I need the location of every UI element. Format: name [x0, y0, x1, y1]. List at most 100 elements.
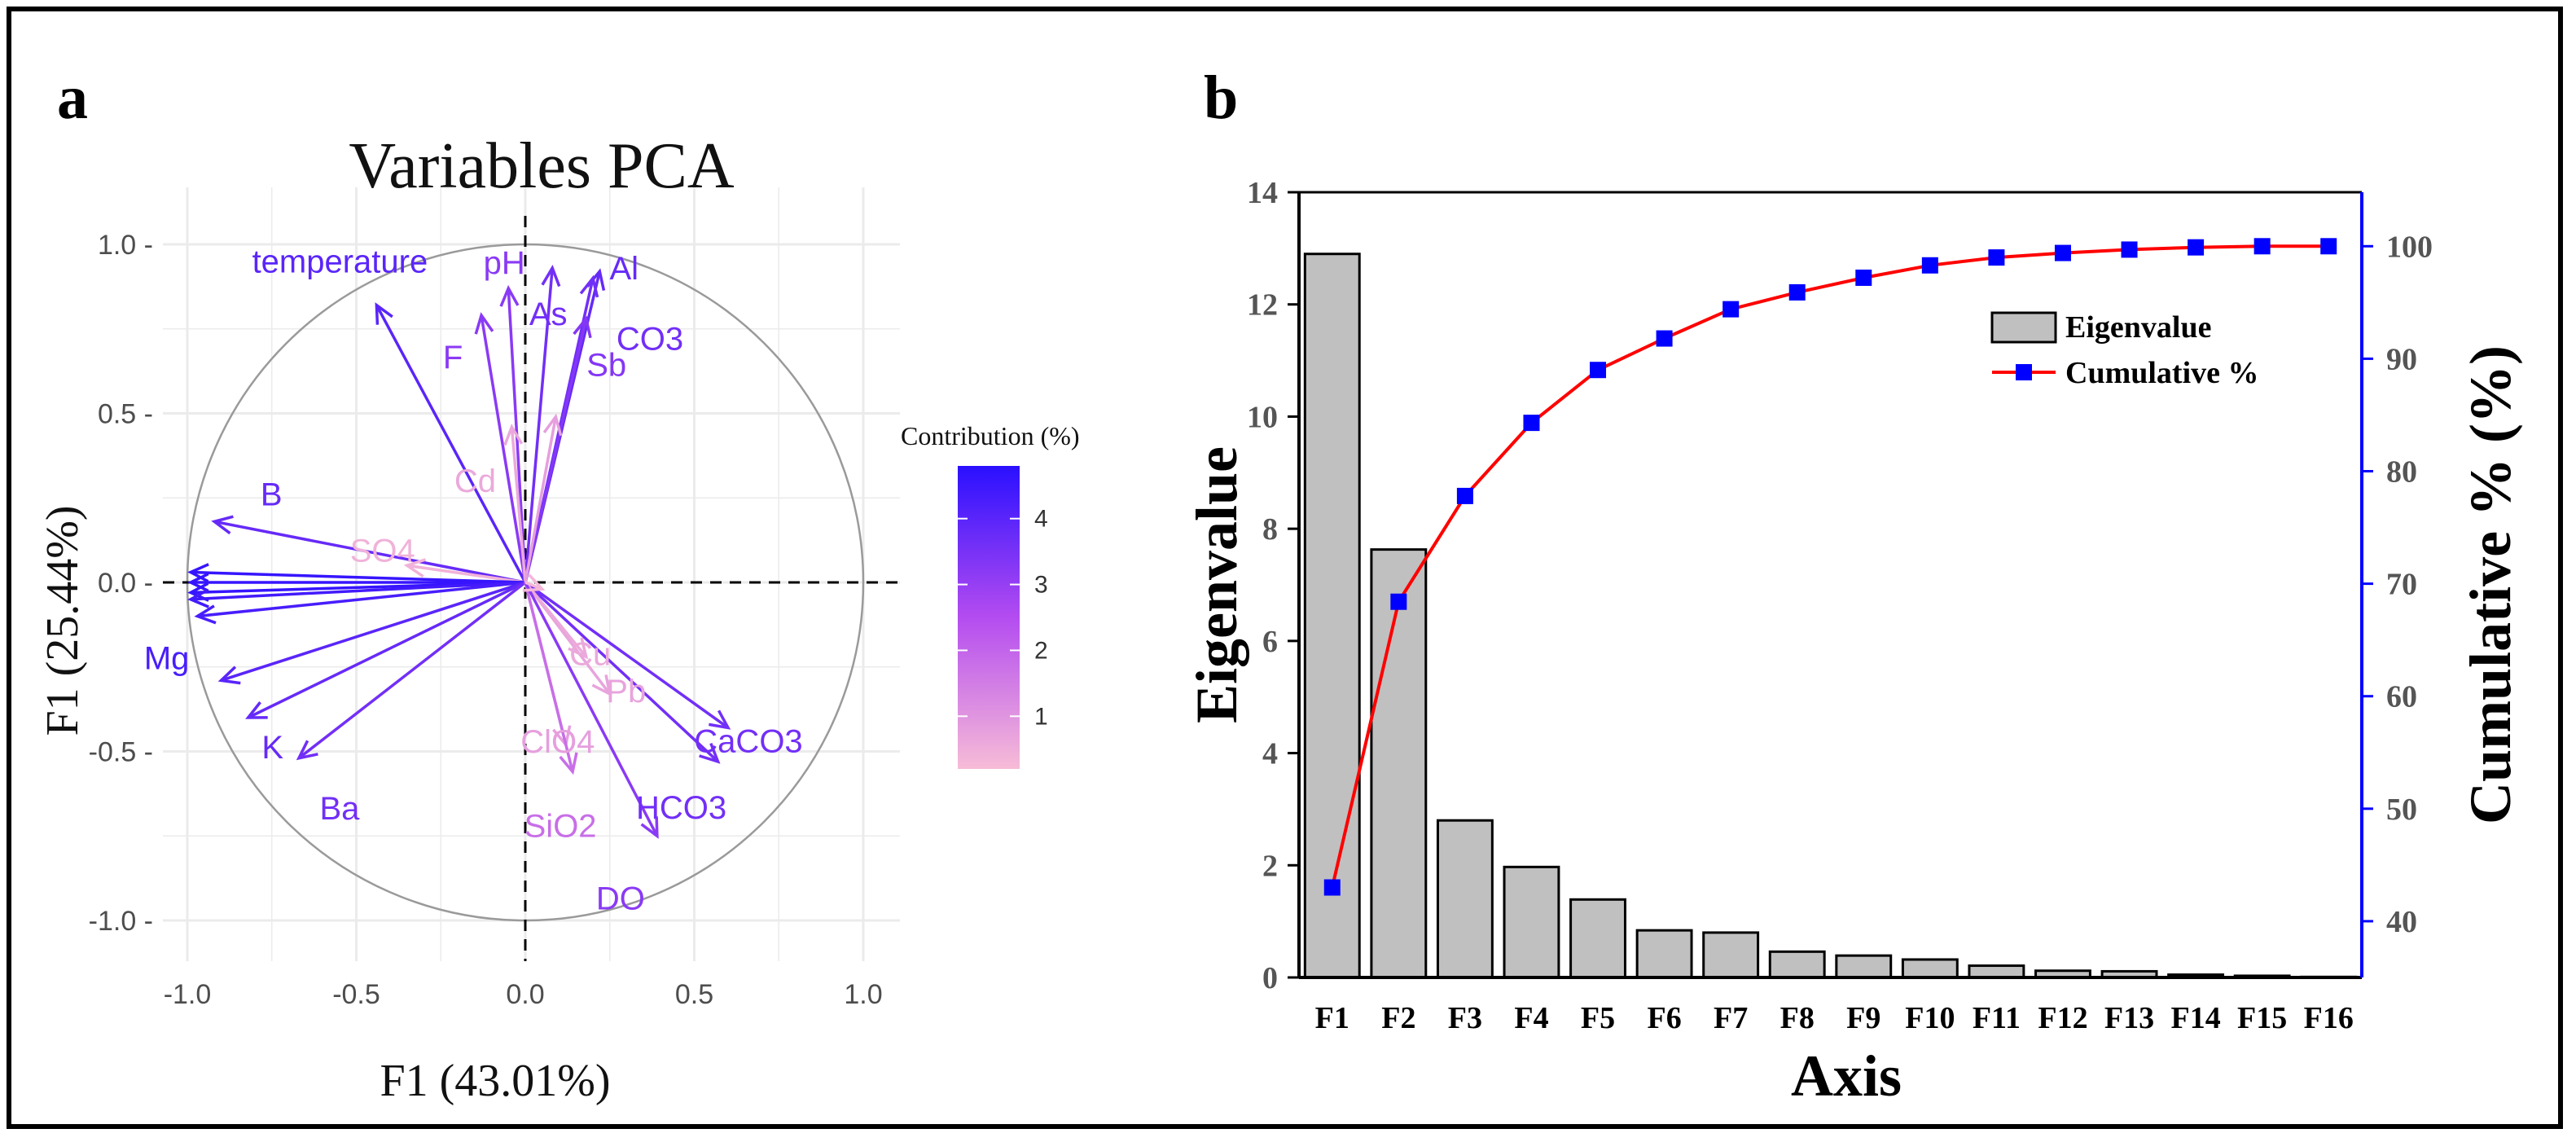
scree-category-F14: F14 — [2170, 1001, 2220, 1035]
pca-label-SiO2: SiO2 — [524, 808, 597, 844]
scree-category-F6: F6 — [1647, 1001, 1681, 1035]
cumulative-line-path — [1330, 244, 2329, 888]
pca-label-B: B — [261, 477, 283, 512]
scree-y2tick-label: 40 — [2386, 905, 2417, 939]
pca-x-axis-title: F1 (43.01%) — [380, 1056, 610, 1106]
scree-y2tick-label: 60 — [2386, 680, 2417, 714]
scree-y2-axis-title: Cumulative % (%) — [2458, 345, 2523, 824]
pca-ytick-label: 1.0 - — [98, 230, 153, 261]
legend-tick-label: 1 — [1034, 703, 1048, 730]
cumulative-point-F8 — [1788, 283, 1806, 301]
scree-ytick-label: 8 — [1262, 512, 1278, 547]
pca-arrow-CaCO3 — [524, 581, 730, 729]
pca-arrowhead-F — [474, 312, 494, 335]
pca-label-CaCO3: CaCO3 — [694, 723, 802, 759]
cumulative-point-F3 — [1456, 487, 1473, 504]
scree-category-F2: F2 — [1381, 1001, 1415, 1035]
scree-category-F3: F3 — [1448, 1001, 1482, 1035]
pca-label-Pb: Pb — [606, 674, 646, 709]
eigen-bar-F4 — [1503, 865, 1560, 979]
scree-category-F5: F5 — [1581, 1001, 1615, 1035]
legend-eigenvalue-label: Eigenvalue — [2065, 310, 2211, 345]
scree-y2tick-label: 100 — [2386, 230, 2433, 264]
scree-y2tick-label: 50 — [2386, 793, 2417, 827]
pca-arrow-Cu — [524, 581, 588, 658]
eigen-bar-F8 — [1768, 950, 1826, 979]
scree-ytick-label: 10 — [1247, 400, 1278, 434]
scree-category-F10: F10 — [1905, 1001, 1955, 1035]
pca-label-temperature: temperature — [252, 244, 428, 280]
pca-label-Ba: Ba — [319, 791, 360, 827]
scree-ytick-label: 14 — [1247, 176, 1278, 210]
eigen-bar-F2 — [1370, 548, 1428, 979]
scree-category-F8: F8 — [1780, 1001, 1815, 1035]
scree-x-axis-title: Axis — [1791, 1043, 1902, 1109]
pca-label-F: F — [443, 340, 463, 376]
pca-xtick-label: 0.5 — [675, 979, 713, 1010]
pca-arrow-var13 — [191, 581, 526, 601]
pca-xtick-label: 1.0 — [844, 979, 882, 1010]
scree-y2tick-label: 90 — [2386, 342, 2417, 376]
pca-arrowhead-Pb — [591, 674, 612, 697]
pca-label-HCO3: HCO3 — [636, 790, 726, 826]
cumulative-point-F14 — [2188, 239, 2205, 256]
panel-b-label: b — [1204, 64, 1238, 132]
pca-xtick-label: -0.5 — [332, 979, 380, 1010]
pca-arrow-As — [524, 267, 554, 583]
pca-arrowhead-temperature — [375, 302, 393, 325]
scree-category-F16: F16 — [2304, 1001, 2354, 1035]
cumulative-point-F10 — [1921, 257, 1938, 274]
eigen-bars — [1303, 253, 2358, 979]
pca-label-Sb: Sb — [586, 347, 626, 383]
pca-arrows — [187, 265, 731, 839]
cumulative-point-F16 — [2320, 238, 2337, 255]
scree-category-F12: F12 — [2038, 1001, 2087, 1035]
cumulative-point-F12 — [2054, 244, 2071, 261]
cumulative-point-F5 — [1590, 362, 1607, 379]
scree-y-axis-title: Eigenvalue — [1184, 446, 1249, 723]
legend-tick-label: 4 — [1034, 506, 1048, 533]
pca-xtick-label: -1.0 — [164, 979, 212, 1010]
pca-ticks: -1.0 -1.0 - -0.5 -0.5 - 0.0 0.0 - 0.5 0.5 - 1.0 1… — [89, 230, 883, 1010]
pca-arrow-HCO3 — [524, 581, 719, 763]
pca-label-ClO4: ClO4 — [520, 724, 595, 760]
scree-category-F11: F11 — [1973, 1001, 2021, 1035]
scree-category-F13: F13 — [2104, 1001, 2154, 1035]
scree-category-F15: F15 — [2237, 1001, 2287, 1035]
pca-label-As: As — [529, 296, 568, 332]
legend-title: Contribution (%) — [901, 421, 1080, 450]
pca-label-pH: pH — [484, 245, 525, 281]
pca-label-Mg: Mg — [144, 641, 190, 677]
pca-arrowhead-Ba — [296, 740, 318, 761]
panel-a-label: a — [57, 64, 88, 132]
scree-y2tick-label: 80 — [2386, 455, 2417, 490]
legend-cumulative-marker — [2016, 364, 2032, 380]
pca-arrowhead-CaCO3 — [709, 709, 731, 730]
cumulative-point-F6 — [1656, 330, 1673, 347]
cumulative-point-F4 — [1523, 415, 1540, 432]
pca-arrowhead-pH — [499, 284, 520, 307]
pca-ytick-label: 0.5 - — [98, 399, 153, 430]
eigen-bar-F1 — [1303, 253, 1361, 979]
pca-arrow-F — [480, 314, 527, 583]
pca-arrowhead-SO4 — [403, 558, 427, 578]
pca-arrowhead-var11 — [187, 572, 209, 593]
pca-arrowhead-As — [541, 265, 561, 288]
pca-label-CO3: CO3 — [617, 322, 683, 358]
legend-ticks: 1 2 3 4 — [958, 506, 1048, 730]
legend-tick-label: 2 — [1034, 637, 1048, 664]
pca-ytick-label: 0.0 - — [98, 568, 153, 599]
scree-y2tick-label: 70 — [2386, 568, 2417, 602]
pca-arrowhead-K — [245, 701, 268, 719]
eigen-bar-F7 — [1702, 931, 1760, 979]
eigen-bar-F9 — [1835, 954, 1893, 979]
pca-arrowhead-Cd — [503, 424, 524, 446]
pca-label-K: K — [261, 730, 283, 766]
legend-eigenvalue-swatch — [1990, 311, 2057, 344]
figure-frame — [7, 7, 2563, 1129]
scree-category-F4: F4 — [1514, 1001, 1548, 1035]
cumulative-point-F13 — [2121, 241, 2138, 258]
cumulative-point-F15 — [2253, 238, 2271, 255]
